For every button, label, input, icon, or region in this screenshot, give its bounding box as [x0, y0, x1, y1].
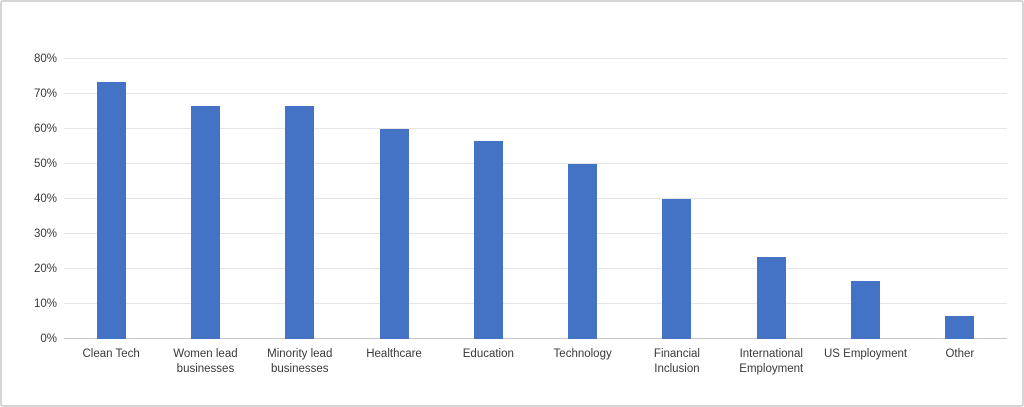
x-axis: Clean Tech Women lead businesses Minority …: [64, 347, 1007, 397]
y-tick-label: 80%: [33, 53, 57, 65]
bar-women-lead-businesses: [190, 105, 220, 339]
bar-us-employment: [851, 280, 881, 339]
gridline: [64, 268, 1007, 269]
gridline: [64, 233, 1007, 234]
x-category-label: Technology: [553, 348, 612, 360]
y-tick-label: 20%: [33, 263, 57, 275]
x-category-label: US Employment: [823, 348, 908, 360]
y-axis: 0% 10% 20% 30% 40% 50% 60% 70% 80%: [2, 53, 57, 345]
y-tick-label: 60%: [33, 123, 57, 135]
y-tick-label: 70%: [33, 88, 57, 100]
gridline: [64, 128, 1007, 129]
gridline: [64, 58, 1007, 59]
bar-education: [473, 140, 503, 339]
bar-financial-inclusion: [662, 199, 692, 339]
gridline: [64, 93, 1007, 94]
bar-other: [945, 315, 975, 339]
x-category-label: Women lead businesses: [173, 348, 238, 375]
y-tick-label: 10%: [33, 298, 57, 310]
y-tick-label: 40%: [33, 193, 57, 205]
bar-international-employment: [756, 257, 786, 339]
bar-clean-tech: [96, 82, 126, 339]
y-tick-label: 50%: [33, 158, 57, 170]
gridline: [64, 163, 1007, 164]
y-tick-label: 0%: [40, 333, 57, 345]
x-category-label: Clean Tech: [82, 348, 140, 360]
x-category-label: Financial Inclusion: [653, 348, 700, 375]
bar-minority-lead-businesses: [285, 105, 315, 339]
x-axis-line: [64, 338, 1007, 339]
x-category-label: Minority lead businesses: [267, 348, 333, 375]
x-category-label: Education: [462, 348, 514, 360]
x-category-label: Healthcare: [366, 348, 422, 360]
gridline: [64, 303, 1007, 304]
gridline: [64, 198, 1007, 199]
x-category-label: Other: [945, 348, 975, 360]
y-tick-label: 30%: [33, 228, 57, 240]
bar-healthcare: [379, 129, 409, 339]
x-category-label: International Employment: [739, 348, 804, 375]
bar-technology: [568, 164, 598, 339]
plot-area: [64, 58, 1007, 339]
